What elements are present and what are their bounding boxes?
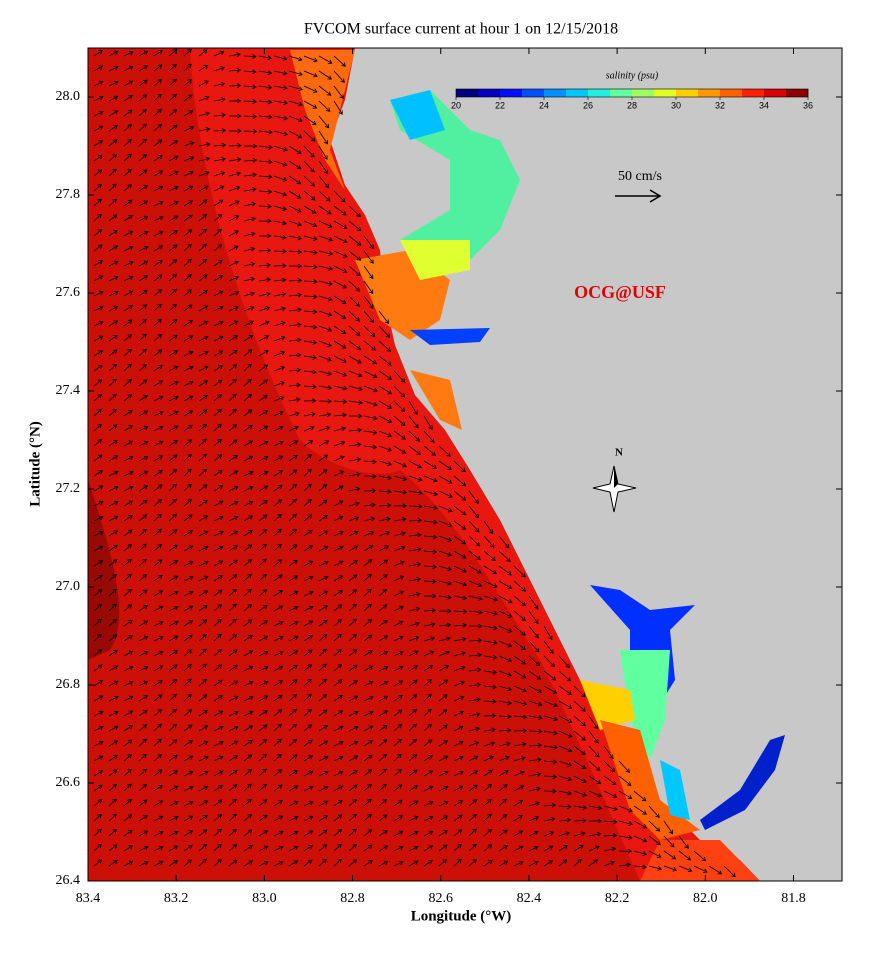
y-tick-label: 27.6 bbox=[56, 285, 81, 300]
colorbar-tick-label: 28 bbox=[627, 100, 637, 110]
colorbar-segment bbox=[522, 89, 545, 97]
colorbar-segment bbox=[742, 89, 765, 97]
gasparilla-sound bbox=[580, 680, 635, 730]
x-tick-label: 82.6 bbox=[428, 891, 453, 906]
y-tick-label: 27.4 bbox=[56, 383, 81, 398]
charlotte-harbor bbox=[620, 650, 670, 760]
manatee-river bbox=[410, 328, 490, 345]
colorbar-segment bbox=[544, 89, 567, 97]
colorbar-segment bbox=[720, 89, 743, 97]
current-vectors bbox=[93, 48, 736, 878]
x-tick-label: 81.8 bbox=[781, 891, 806, 906]
x-tick-label: 82.8 bbox=[340, 891, 365, 906]
chart-title: FVCOM surface current at hour 1 on 12/15… bbox=[304, 21, 618, 38]
y-tick-label: 27.2 bbox=[56, 481, 81, 496]
x-axis-label: Longitude (°W) bbox=[411, 908, 512, 924]
colorbar-segment bbox=[500, 89, 523, 97]
scale-arrow bbox=[615, 189, 662, 203]
colorbar-tick-label: 26 bbox=[583, 100, 593, 110]
y-tick-label: 28.0 bbox=[56, 89, 81, 104]
compass-rose-fill bbox=[614, 466, 618, 488]
colorbar-title: salinity (psu) bbox=[606, 70, 659, 81]
pine-island-sound bbox=[600, 720, 700, 840]
watermark: OCG@USF bbox=[574, 282, 666, 302]
vector-field bbox=[93, 48, 736, 878]
matlacha-pass bbox=[660, 760, 690, 820]
compass-rose bbox=[592, 465, 637, 513]
y-tick-label: 26.6 bbox=[56, 775, 81, 790]
colorbar-segment bbox=[478, 89, 501, 97]
colorbar-segment bbox=[632, 89, 655, 97]
colorbar-tick-label: 32 bbox=[715, 100, 725, 110]
colorbar-segment bbox=[566, 89, 589, 97]
colorbar-segment bbox=[786, 89, 809, 97]
colorbar-segment bbox=[654, 89, 677, 97]
plot-frame bbox=[87, 47, 843, 882]
colorbar-tick-label: 36 bbox=[803, 100, 813, 110]
y-tick-label: 27.0 bbox=[56, 579, 81, 594]
sarasota-bay bbox=[410, 370, 462, 430]
colorbar-tick-label: 30 bbox=[671, 100, 681, 110]
colorbar-segment bbox=[610, 89, 633, 97]
compass-label: N bbox=[615, 447, 623, 459]
x-tick-label: 82.2 bbox=[605, 891, 630, 906]
colorbar-segment bbox=[698, 89, 721, 97]
x-tick-label: 82.0 bbox=[693, 891, 718, 906]
colorbar-segment bbox=[456, 89, 479, 97]
estero-bay bbox=[640, 840, 760, 881]
colorbar-tick-label: 24 bbox=[539, 100, 549, 110]
colorbar-tick-label: 20 bbox=[451, 100, 461, 110]
scale-label: 50 cm/s bbox=[618, 169, 662, 184]
deep-water bbox=[88, 480, 120, 660]
y-axis-label: Latitude (°N) bbox=[27, 421, 43, 507]
y-tick-label: 27.8 bbox=[56, 187, 81, 202]
x-tick-label: 83.4 bbox=[76, 891, 101, 906]
colorbar-segment bbox=[588, 89, 611, 97]
colorbar-tick-label: 22 bbox=[495, 100, 505, 110]
lower-tampa-bay bbox=[400, 240, 470, 280]
colorbar-segment bbox=[676, 89, 699, 97]
colorbar-tick-label: 34 bbox=[759, 100, 769, 110]
colorbar-segment bbox=[764, 89, 787, 97]
x-tick-label: 83.2 bbox=[164, 891, 189, 906]
x-tick-label: 83.0 bbox=[252, 891, 277, 906]
y-tick-label: 26.4 bbox=[56, 873, 81, 888]
water bbox=[88, 48, 785, 881]
offshore-water bbox=[88, 48, 640, 881]
x-tick-label: 82.4 bbox=[517, 891, 542, 906]
old-tampa-bay bbox=[390, 90, 445, 140]
y-tick-label: 26.8 bbox=[56, 677, 81, 692]
caloosahatchee bbox=[700, 735, 785, 830]
